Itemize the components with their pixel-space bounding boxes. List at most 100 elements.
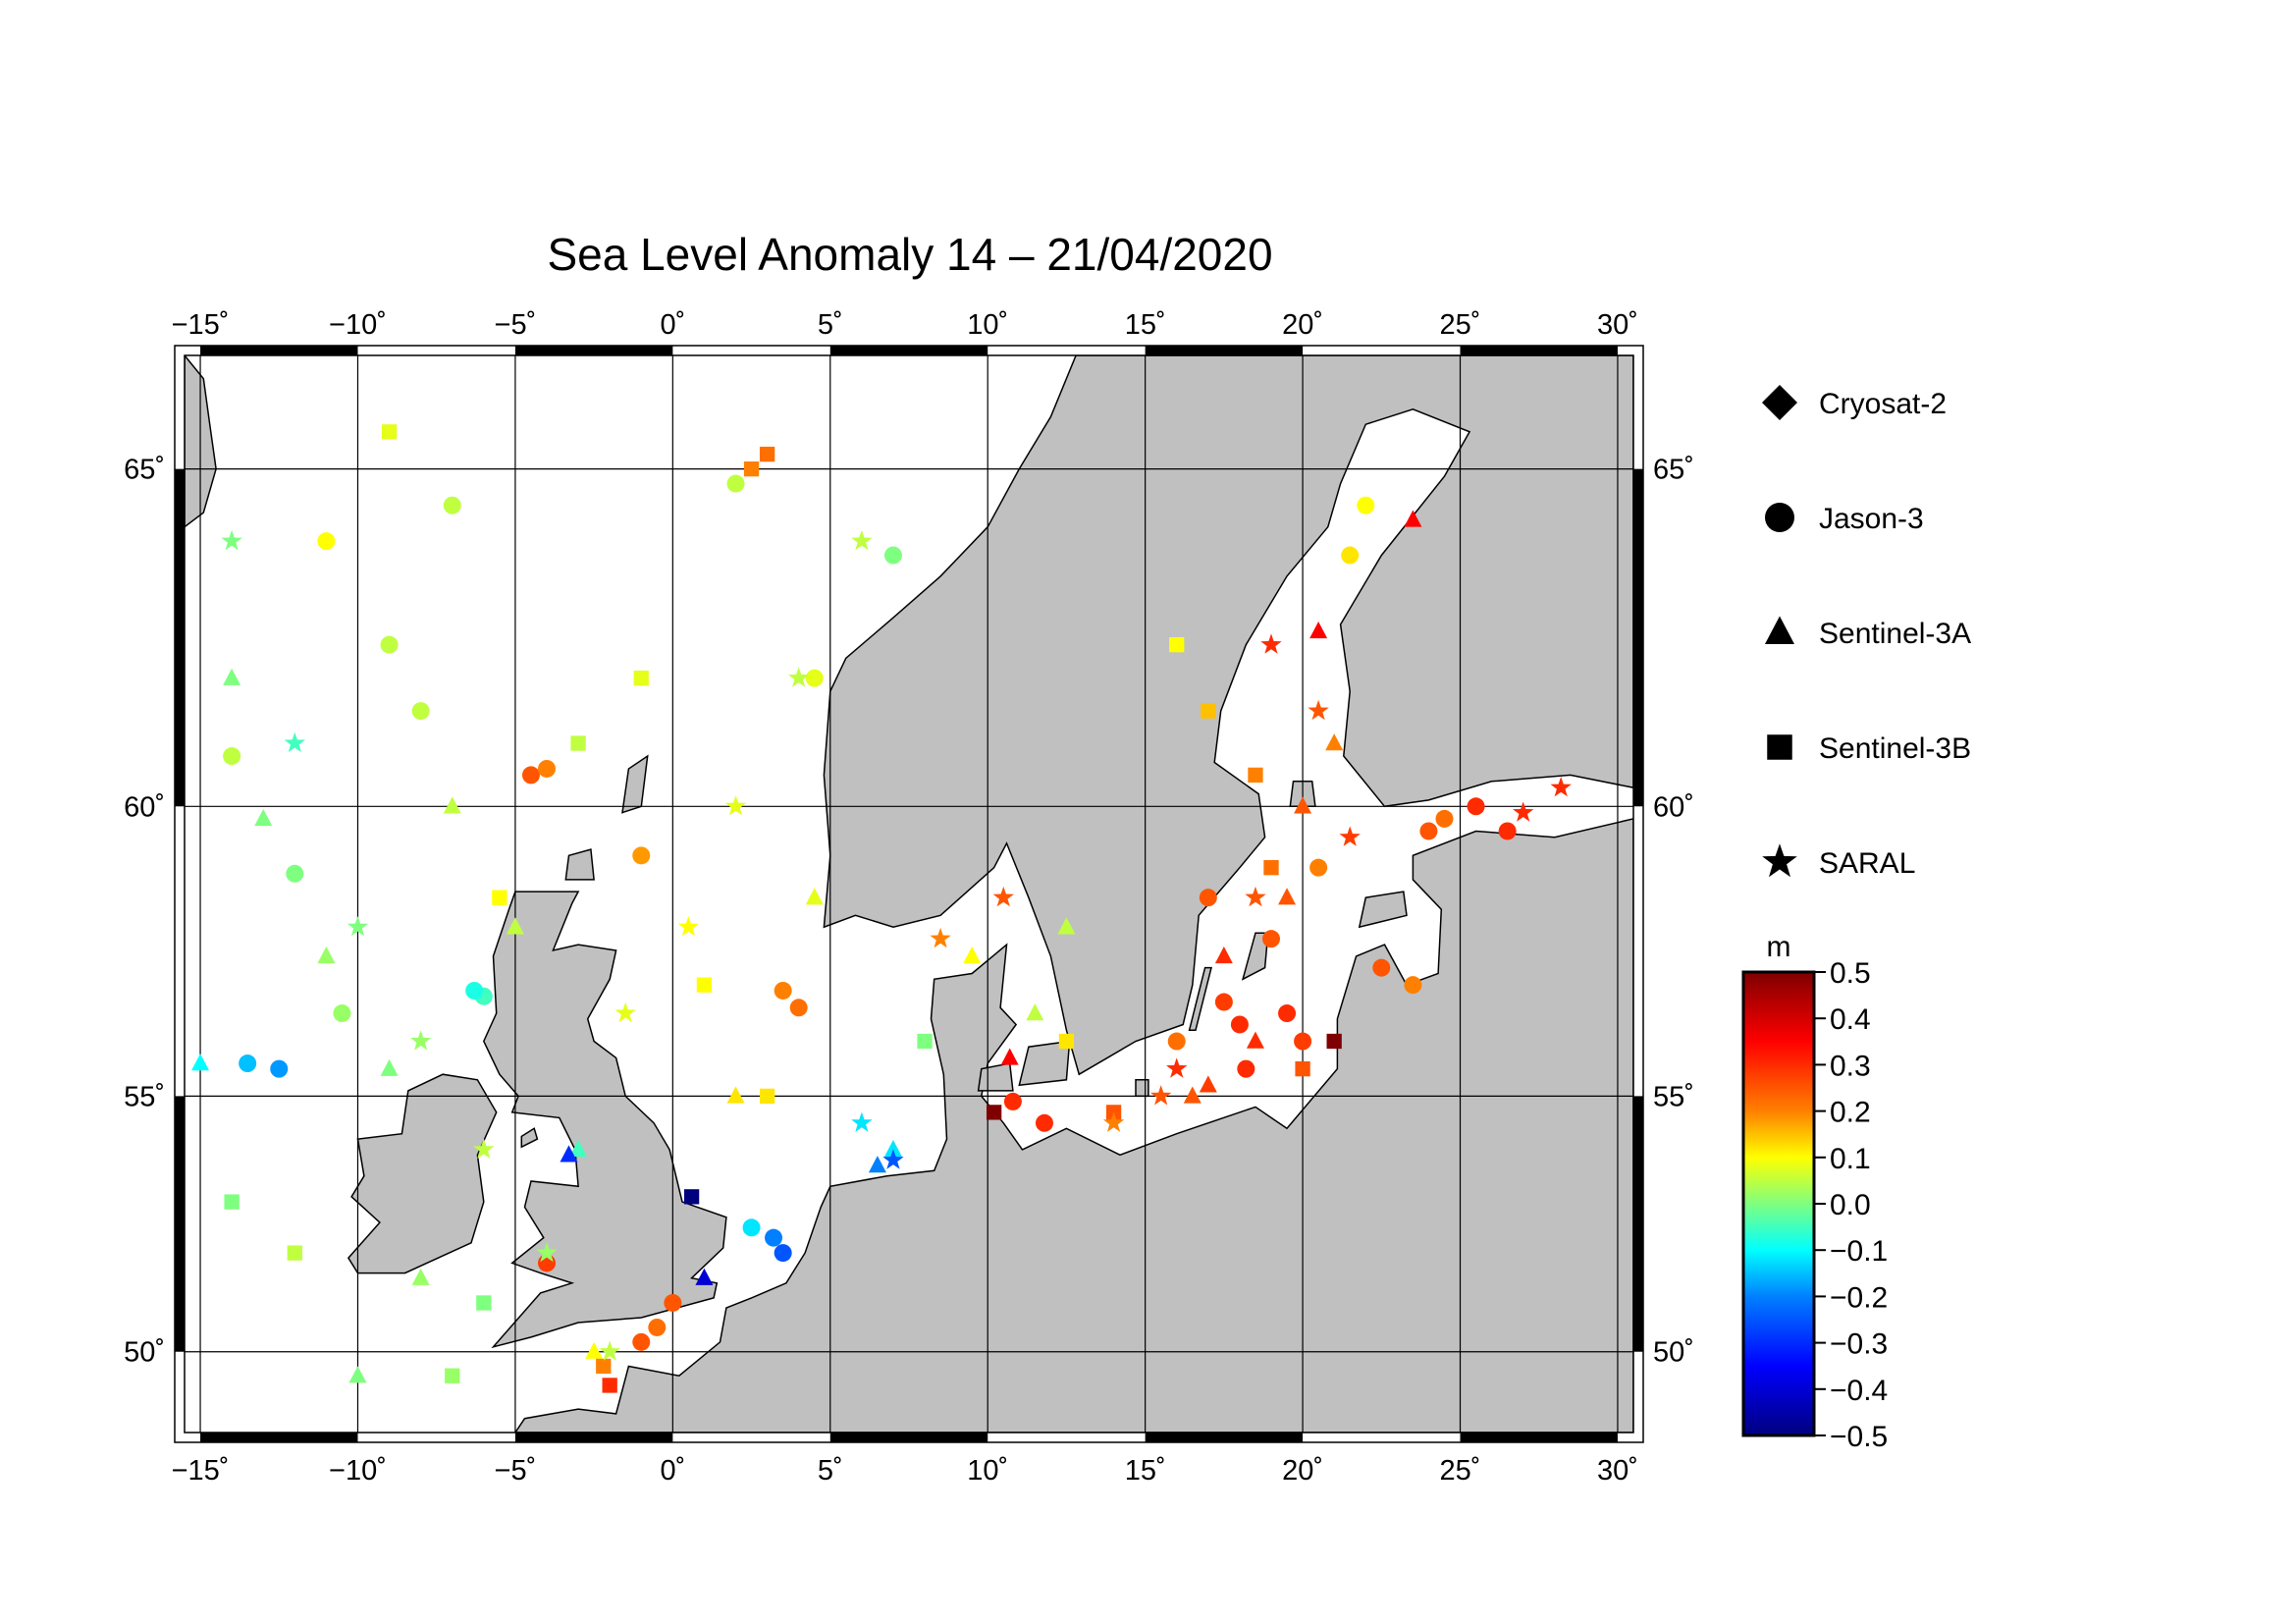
- legend-marker-diamond: [1762, 385, 1797, 420]
- satellite-legend: Cryosat-2 Jason-3 Sentinel-3A Sentinel-3B SA…: [1762, 385, 1971, 880]
- data-point: [1341, 546, 1360, 565]
- legend-item: Jason-3: [1765, 503, 1924, 535]
- data-point: [805, 669, 824, 687]
- data-point: [380, 1058, 399, 1076]
- legend-item: SARAL: [1762, 843, 1915, 880]
- data-point: [1404, 510, 1422, 527]
- data-point: [380, 635, 399, 654]
- latitude-label: 60˚: [1653, 791, 1694, 823]
- data-point: [317, 532, 336, 551]
- data-point: [632, 846, 651, 865]
- longitude-label: 10˚: [967, 309, 1008, 341]
- data-point: [411, 702, 430, 721]
- legend-item: Cryosat-2: [1762, 385, 1947, 420]
- colorbar-ticks: 0.5 0.4 0.3 0.2 0.1 0.0 −0.1 −0.2 −0.3 −0.4 −0.5: [1814, 957, 1888, 1453]
- data-point: [1326, 1033, 1342, 1050]
- legend-marker-square: [1767, 734, 1792, 760]
- data-point: [191, 1054, 210, 1071]
- data-point: [1262, 930, 1280, 948]
- data-point: [1150, 1085, 1172, 1106]
- data-point: [410, 1030, 432, 1051]
- legend-marker-triangle: [1765, 616, 1794, 644]
- data-point: [1214, 946, 1233, 964]
- data-point: [506, 917, 524, 935]
- data-point: [805, 888, 824, 905]
- longitude-label: 5˚: [818, 309, 843, 341]
- longitude-label: −10˚: [329, 309, 387, 341]
- border-segment-bottom: [200, 1433, 358, 1442]
- data-point: [1308, 699, 1329, 721]
- data-point: [536, 1241, 558, 1263]
- data-point: [765, 1228, 783, 1247]
- border-segment-top: [514, 346, 673, 355]
- data-point: [1102, 1111, 1125, 1132]
- longitude-label: 30˚: [1597, 309, 1638, 341]
- longitude-label: −10˚: [329, 1455, 387, 1487]
- data-point: [1166, 1057, 1188, 1078]
- data-point: [348, 1366, 367, 1383]
- latitude-label: 50˚: [1653, 1337, 1694, 1369]
- colorbar-tick-label: 0.4: [1830, 1003, 1871, 1036]
- data-point: [538, 759, 556, 778]
- data-point: [1246, 1031, 1264, 1049]
- legend-marker-circle: [1765, 503, 1794, 532]
- data-point: [883, 1139, 902, 1158]
- data-point: [287, 1245, 302, 1261]
- land-isle-of-man: [520, 1127, 539, 1149]
- latitude-label: 60˚: [124, 791, 165, 823]
- data-point: [596, 1358, 612, 1375]
- land-shetland: [621, 754, 649, 814]
- data-point: [1199, 889, 1217, 907]
- data-point: [347, 916, 369, 937]
- data-point: [1183, 1086, 1201, 1104]
- data-point: [599, 1340, 620, 1361]
- data-point: [1372, 958, 1391, 977]
- land-bornholm: [1135, 1079, 1149, 1098]
- legend-item: Sentinel-3B: [1767, 732, 1971, 765]
- data-point: [1245, 886, 1266, 907]
- border-segment-bottom: [1460, 1433, 1618, 1442]
- data-point: [1467, 797, 1485, 816]
- data-point: [585, 1341, 604, 1359]
- data-point: [1339, 826, 1361, 846]
- data-point: [742, 1218, 761, 1237]
- data-point: [1278, 888, 1297, 905]
- data-point: [759, 446, 775, 462]
- data-point: [1498, 822, 1517, 840]
- data-point: [1000, 1048, 1019, 1065]
- data-point: [239, 1055, 257, 1073]
- longitude-label: 15˚: [1125, 1455, 1166, 1487]
- border-segment-bottom: [829, 1433, 988, 1442]
- colorbar-unit: m: [1767, 931, 1791, 963]
- data-point: [1058, 1033, 1075, 1050]
- longitude-label: −15˚: [172, 309, 230, 341]
- land-saaremaa: [1358, 891, 1408, 929]
- data-point: [270, 1059, 289, 1078]
- data-point: [476, 1295, 492, 1311]
- border-segment-left: [175, 468, 185, 807]
- data-point: [614, 1001, 636, 1023]
- data-point: [1325, 733, 1344, 751]
- data-point: [223, 668, 241, 685]
- data-point: [868, 1156, 886, 1173]
- longitude-label: 10˚: [967, 1455, 1008, 1487]
- data-point: [1263, 860, 1279, 876]
- data-point: [1550, 777, 1572, 797]
- land-continental-europe: [513, 818, 1633, 1433]
- data-point: [664, 1293, 682, 1312]
- longitude-label: −5˚: [495, 309, 537, 341]
- data-point: [465, 981, 484, 1000]
- data-point: [1260, 633, 1282, 654]
- data-point: [788, 667, 810, 687]
- border-segment-right: [1633, 468, 1643, 807]
- data-point: [1295, 1060, 1310, 1077]
- data-point: [1214, 993, 1233, 1011]
- data-point: [883, 546, 902, 565]
- data-point: [1294, 796, 1312, 814]
- data-point: [1169, 637, 1185, 653]
- land-scandinavia: [823, 355, 1633, 1076]
- data-point: [1294, 1032, 1312, 1051]
- data-point: [882, 1149, 904, 1169]
- data-point: [1404, 976, 1422, 995]
- data-point: [851, 529, 873, 551]
